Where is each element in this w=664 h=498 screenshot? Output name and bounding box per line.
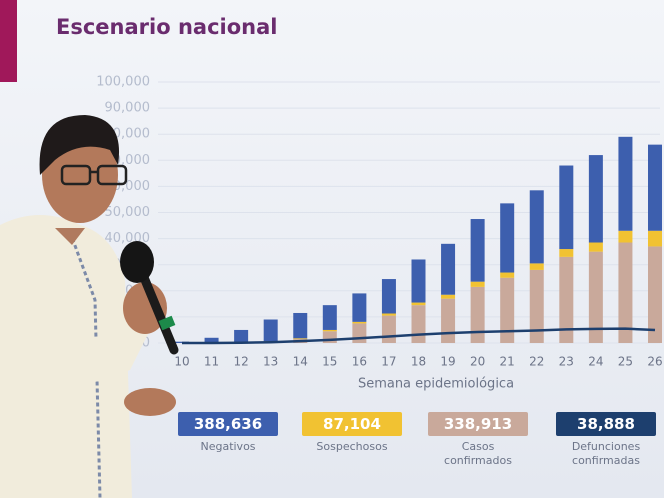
bar-segment <box>234 329 249 343</box>
summary-item: 338,913 Casos confirmados <box>428 412 528 468</box>
x-tick-label: 18 <box>411 355 426 369</box>
summary-item: 388,636 Negativos <box>178 412 278 454</box>
x-tick-label: 17 <box>381 355 396 369</box>
bar-segment <box>618 230 633 243</box>
x-tick-label: 11 <box>204 355 219 369</box>
bar-segment <box>529 190 544 264</box>
x-tick-label: 19 <box>440 355 455 369</box>
bar-segment <box>322 305 337 330</box>
x-axis-label: Semana epidemiológica <box>358 377 514 392</box>
bar-segment <box>322 331 337 343</box>
bar-segment <box>263 319 278 342</box>
x-tick-label: 14 <box>293 355 308 369</box>
bar-segment <box>381 315 396 343</box>
y-tick-label: 90,000 <box>105 101 151 116</box>
x-tick-label: 23 <box>559 355 574 369</box>
bar-segment <box>381 313 396 316</box>
chart-title: Escenario nacional <box>56 15 277 39</box>
x-tick-label: 13 <box>263 355 278 369</box>
x-tick-label: 24 <box>588 355 603 369</box>
bar-segment <box>529 263 544 270</box>
bar-segment <box>322 329 337 332</box>
summary-total: 338,913 <box>428 412 528 436</box>
bar-segment <box>470 219 485 282</box>
x-tick-label: 10 <box>174 355 189 369</box>
x-tick-label: 16 <box>352 355 367 369</box>
bar-segment <box>470 281 485 287</box>
x-tick-label: 22 <box>529 355 544 369</box>
bar-segment <box>441 294 456 299</box>
bar-segment <box>648 246 662 343</box>
x-tick-label: 25 <box>618 355 633 369</box>
bar-segment <box>588 251 603 343</box>
bar-segment <box>618 242 633 343</box>
x-tick-label: 15 <box>322 355 337 369</box>
y-tick-label: 50,000 <box>105 205 151 220</box>
summary-total: 87,104 <box>302 412 402 436</box>
bar-segment <box>411 305 426 343</box>
bar-segment <box>529 269 544 343</box>
bar-segment <box>411 302 426 306</box>
bar-segment <box>381 279 396 314</box>
bar-segment <box>293 338 308 340</box>
summary-total: 38,888 <box>556 412 656 436</box>
bar-segment <box>588 155 603 243</box>
presenter <box>0 115 179 498</box>
bar-segment <box>352 321 367 324</box>
bar-segment <box>559 256 574 343</box>
legend-label: Defunciones confirmadas <box>571 440 641 467</box>
bar-segment <box>352 323 367 343</box>
bar-segment <box>648 144 662 231</box>
bar-segment <box>441 243 456 295</box>
line <box>182 327 656 345</box>
bar-segment <box>618 136 633 231</box>
x-tick-label: 21 <box>500 355 515 369</box>
bar-segment <box>648 230 662 247</box>
summary-total: 388,636 <box>178 412 278 436</box>
bar-segment <box>470 286 485 343</box>
y-tick-label: 100,000 <box>96 75 150 90</box>
bar-segment <box>559 165 574 250</box>
bar-segment <box>500 277 515 343</box>
x-tick-label: 26 <box>647 355 662 369</box>
bar-segment <box>559 249 574 257</box>
bar-segment <box>441 298 456 343</box>
summary-item: 87,104 Sospechosos <box>302 412 402 454</box>
bar-segment <box>500 272 515 278</box>
bar-segment <box>293 312 308 339</box>
summary-item: 38,888 Defunciones confirmadas <box>556 412 656 468</box>
x-tick-label: 20 <box>470 355 485 369</box>
y-tick-label: 0 <box>142 336 150 351</box>
bar-segment <box>411 259 426 303</box>
bar-segment <box>204 337 219 343</box>
legend-label: Casos confirmados <box>444 440 512 467</box>
legend-label: Sospechosos <box>316 440 388 453</box>
bar-segment <box>352 293 367 322</box>
accent-bar <box>0 0 17 82</box>
bar-segment <box>500 203 515 273</box>
bar-segment <box>588 242 603 252</box>
legend-label: Negativos <box>200 440 256 453</box>
x-tick-label: 12 <box>233 355 248 369</box>
